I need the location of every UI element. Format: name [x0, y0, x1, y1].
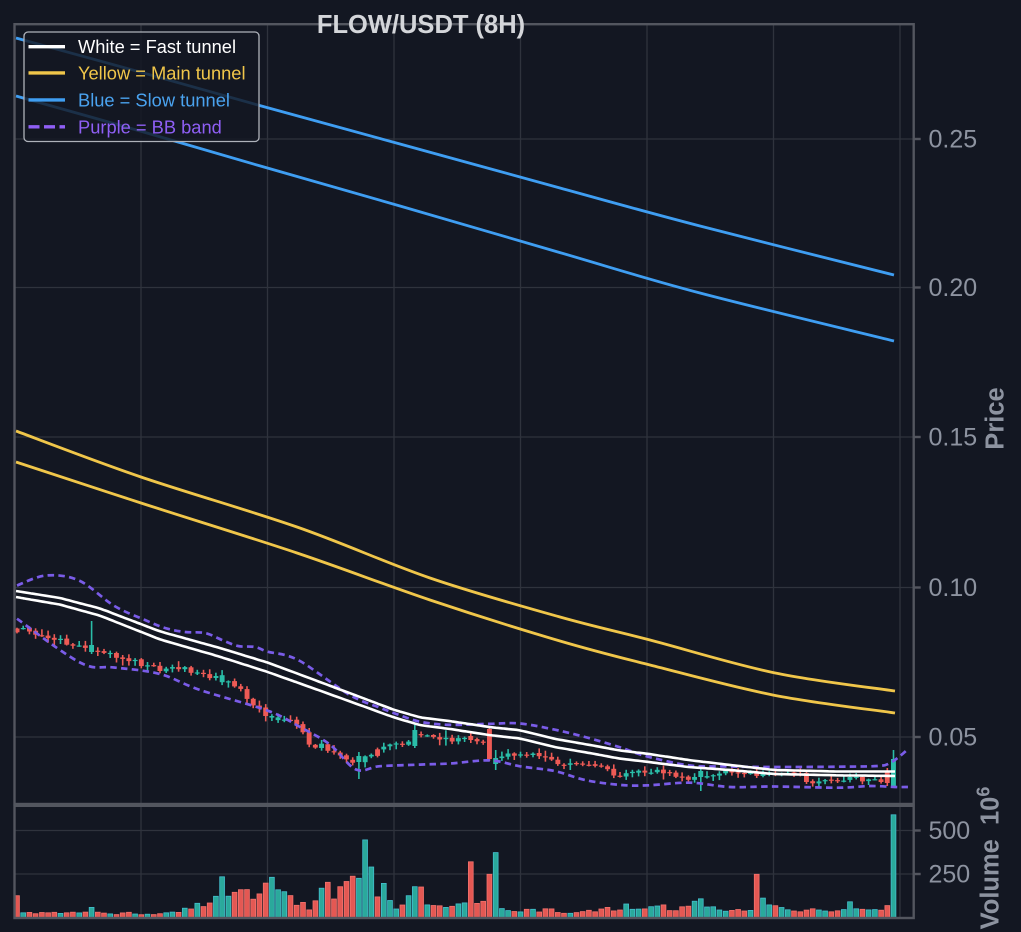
svg-text:Volume 106: Volume 106: [974, 787, 1005, 930]
svg-text:0.05: 0.05: [929, 724, 978, 752]
svg-text:0.15: 0.15: [929, 424, 978, 452]
svg-text:Yellow = Main tunnel: Yellow = Main tunnel: [78, 62, 246, 83]
svg-text:Blue = Slow tunnel: Blue = Slow tunnel: [78, 89, 230, 110]
svg-text:250: 250: [929, 861, 971, 889]
svg-text:Purple = BB band: Purple = BB band: [78, 116, 222, 137]
svg-text:White = Fast tunnel: White = Fast tunnel: [78, 36, 236, 57]
svg-text:0.20: 0.20: [929, 274, 978, 302]
svg-text:0.10: 0.10: [929, 574, 978, 602]
svg-text:Price: Price: [982, 387, 1010, 449]
svg-text:0.25: 0.25: [929, 126, 978, 154]
svg-text:FLOW/USDT (8H): FLOW/USDT (8H): [317, 11, 525, 39]
svg-text:500: 500: [929, 817, 971, 845]
